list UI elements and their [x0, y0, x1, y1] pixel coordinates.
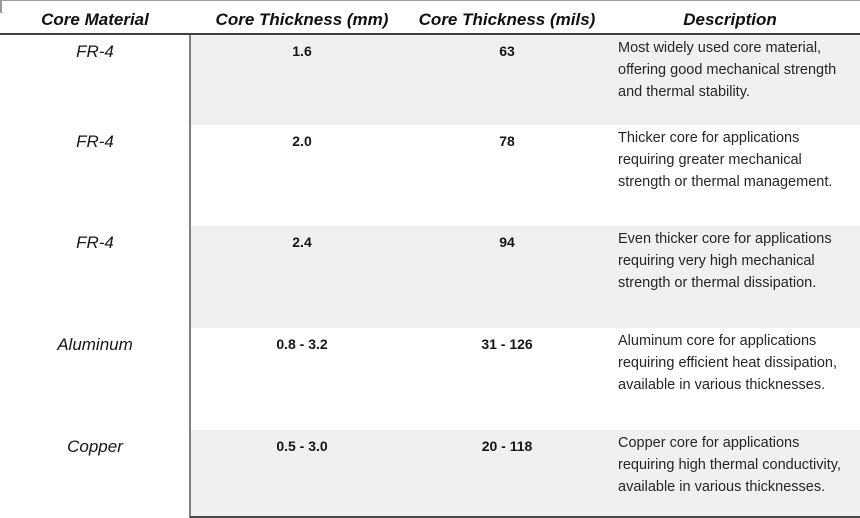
cell-core-material: Aluminum [57, 335, 133, 354]
cell-core-material: FR-4 [76, 42, 114, 61]
crop-edge-tick [0, 0, 2, 13]
cell-description: Thicker core for applications requiring … [618, 130, 833, 190]
cell-thickness-mm: 2.4 [190, 226, 414, 328]
cell-description: Even thicker core for applications requi… [600, 226, 860, 328]
cell-thickness-mils: 78 [499, 133, 515, 149]
cell-core-material: FR-4 [76, 233, 114, 252]
cell-thickness-mils: 63 [414, 35, 600, 125]
cell-thickness-mm: 0.5 - 3.0 [190, 430, 414, 518]
table-row: FR-4 2.0 78 Thicker core for application… [0, 125, 860, 226]
table-row: FR-4 1.6 63 Most widely used core materi… [0, 35, 860, 125]
column-header-thickness-mm: Core Thickness (mm) [215, 10, 389, 29]
cell-thickness-mm: 2.0 [292, 133, 312, 149]
cell-thickness-mils: 94 [414, 226, 600, 328]
table-bottom-border [190, 516, 860, 518]
cell-thickness-mils: 20 - 118 [414, 430, 600, 518]
cell-description: Aluminum core for applications requiring… [618, 333, 837, 393]
column-divider-line [189, 35, 191, 518]
cell-core-material: FR-4 [76, 132, 114, 151]
cell-core-material: Copper [67, 437, 123, 456]
cell-thickness-mm: 1.6 [190, 35, 414, 125]
column-header-thickness-mils: Core Thickness (mils) [418, 10, 596, 29]
table-header-row: Core Material Core Thickness (mm) Core T… [0, 0, 860, 35]
table-row: Copper 0.5 - 3.0 20 - 118 Copper core fo… [0, 430, 860, 518]
cell-thickness-mils: 31 - 126 [481, 336, 533, 352]
cell-description: Copper core for applications requiring h… [600, 430, 860, 518]
table-body: FR-4 1.6 63 Most widely used core materi… [0, 35, 860, 518]
cell-thickness-mm: 0.8 - 3.2 [276, 336, 328, 352]
column-header-description: Description [683, 10, 777, 29]
column-header-core-material: Core Material [41, 10, 149, 29]
cell-description: Most widely used core material, offering… [600, 35, 860, 125]
table-row: Aluminum 0.8 - 3.2 31 - 126 Aluminum cor… [0, 328, 860, 430]
table-row: FR-4 2.4 94 Even thicker core for applic… [0, 226, 860, 328]
